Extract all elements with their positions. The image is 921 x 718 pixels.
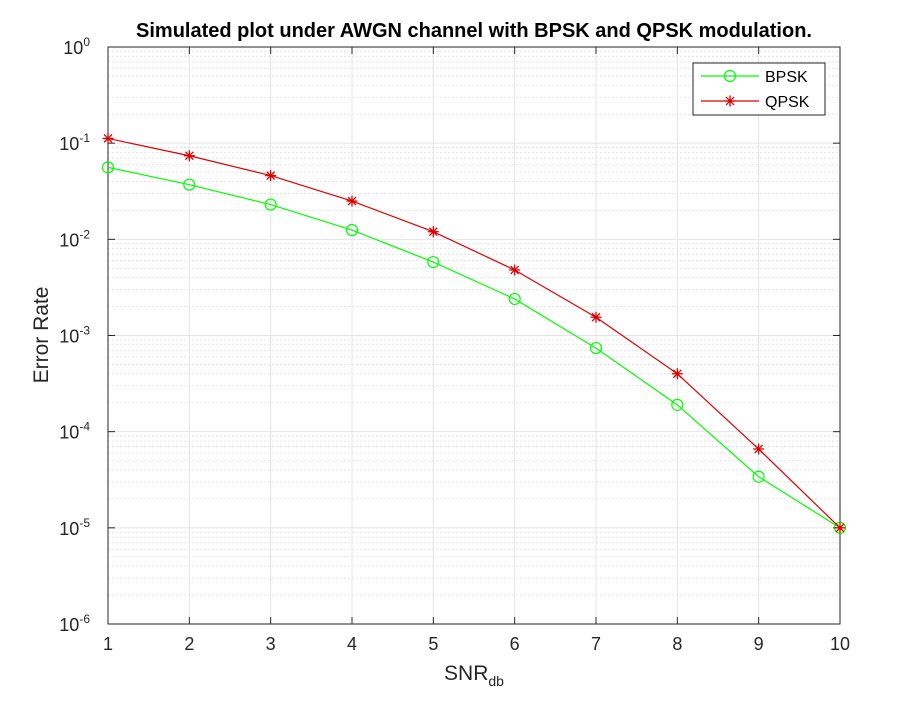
- marker-stroke: [103, 134, 113, 143]
- y-tick-label: 10-6: [59, 612, 90, 635]
- data-point-bpsk: [101, 161, 115, 174]
- legend-label-qpsk: QPSK: [765, 94, 810, 111]
- marker-stroke: [835, 523, 845, 533]
- series-qpsk: [102, 132, 846, 534]
- data-point-qpsk: [427, 226, 439, 238]
- y-tick-base: 10: [59, 230, 79, 250]
- x-tick-label: 6: [510, 634, 520, 654]
- data-point-qpsk: [753, 443, 765, 455]
- x-tick-label: 1: [103, 634, 113, 654]
- legend-item-bpsk: BPSK: [701, 69, 808, 86]
- y-tick-base: 10: [59, 423, 79, 443]
- data-point-bpsk: [264, 198, 277, 211]
- y-tick-label: 10-3: [59, 324, 90, 347]
- data-point-bpsk: [752, 470, 765, 483]
- data-point-qpsk: [265, 170, 277, 182]
- x-tick-label: 5: [428, 634, 438, 654]
- x-tick-label: 2: [184, 634, 194, 654]
- y-tick-base: 10: [63, 38, 83, 58]
- data-point-bpsk: [183, 178, 196, 191]
- y-tick-exponent: -1: [79, 131, 90, 145]
- x-axis-label: SNRdb: [444, 662, 504, 689]
- data-point-qpsk: [509, 264, 521, 276]
- series-line-qpsk: [107, 137, 841, 529]
- legend-box: [692, 62, 826, 116]
- data-point-qpsk: [183, 150, 195, 162]
- x-tick-label: 9: [754, 634, 764, 654]
- series-layer: [101, 132, 847, 534]
- y-tick-base: 10: [59, 615, 79, 635]
- y-tick-label: 100: [63, 35, 90, 58]
- marker-stroke: [266, 171, 276, 181]
- marker-stroke: [754, 444, 764, 454]
- legend: BPSK QPSK: [692, 62, 826, 116]
- legend-item-qpsk: QPSK: [701, 94, 810, 111]
- chart-title: Simulated plot under AWGN channel with B…: [136, 20, 812, 42]
- legend-marker-bpsk: [723, 69, 737, 83]
- x-axis-label-main: SNR: [444, 662, 488, 685]
- data-point-qpsk: [102, 132, 114, 144]
- y-tick-base: 10: [59, 134, 79, 154]
- marker-stroke: [510, 265, 520, 275]
- y-tick-base: 10: [59, 327, 79, 347]
- data-point-qpsk: [346, 195, 358, 207]
- marker-stroke: [591, 312, 601, 322]
- y-tick-label: 10-5: [59, 516, 90, 539]
- data-point-qpsk: [834, 522, 846, 534]
- y-axis-label: Error Rate: [30, 287, 53, 384]
- y-tick-exponent: -6: [79, 612, 90, 626]
- data-point-bpsk: [508, 292, 521, 306]
- series-line-bpsk: [107, 166, 841, 529]
- x-tick-label: 4: [347, 634, 357, 654]
- x-tick-label: 10: [830, 634, 850, 654]
- marker-stroke: [347, 196, 357, 206]
- x-tick-label: 7: [591, 634, 601, 654]
- data-point-bpsk: [345, 223, 359, 237]
- y-tick-label: 10-1: [59, 131, 90, 154]
- marker-stroke: [184, 151, 194, 161]
- legend-label-bpsk: BPSK: [765, 69, 808, 86]
- data-point-bpsk: [589, 341, 603, 355]
- y-tick-exponent: -3: [79, 324, 90, 338]
- y-tick-label: 10-2: [59, 227, 90, 250]
- x-tick-label: 3: [266, 634, 276, 654]
- marker-stroke: [725, 96, 735, 106]
- legend-marker-qpsk: [724, 95, 736, 107]
- marker-stroke: [428, 227, 438, 237]
- x-tick-labels: 1 2 3 4 5 6 7 8 9 10: [103, 634, 850, 654]
- y-tick-label: 10-4: [59, 420, 90, 443]
- marker-stroke: [672, 369, 682, 379]
- y-tick-exponent: -5: [79, 516, 90, 530]
- y-tick-exponent: -2: [79, 227, 90, 241]
- y-tick-exponent: 0: [83, 35, 90, 49]
- data-point-bpsk: [427, 255, 440, 269]
- data-point-qpsk: [671, 368, 683, 380]
- y-tick-exponent: -4: [79, 420, 90, 434]
- x-tick-label: 8: [672, 634, 682, 654]
- data-point-bpsk: [671, 398, 684, 411]
- tick-marks: [107, 46, 841, 625]
- data-point-qpsk: [590, 311, 602, 323]
- y-tick-base: 10: [59, 519, 79, 539]
- x-axis-label-subscript: db: [488, 673, 504, 689]
